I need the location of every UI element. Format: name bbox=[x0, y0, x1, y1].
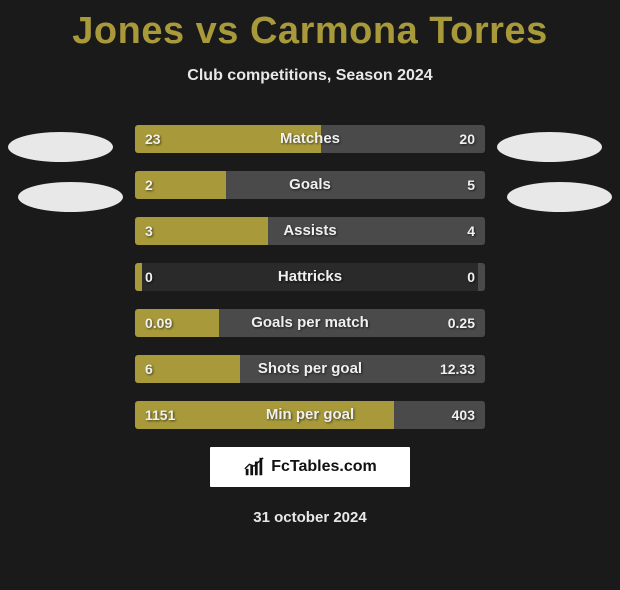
stat-label: Goals bbox=[135, 171, 485, 199]
footer-date: 31 october 2024 bbox=[0, 509, 620, 526]
chart-icon bbox=[243, 456, 265, 478]
stats-comparison: 2320Matches 25Goals 34Assists 00Hattricks 0.… bbox=[135, 125, 485, 429]
subtitle: Club competitions, Season 2024 bbox=[0, 67, 620, 85]
stat-row: 34Assists bbox=[135, 217, 485, 245]
stat-label: Min per goal bbox=[135, 401, 485, 429]
page-title: Jones vs Carmona Torres bbox=[0, 10, 620, 53]
stat-row: 00Hattricks bbox=[135, 263, 485, 291]
avatar-ellipse bbox=[507, 182, 612, 212]
stat-label: Goals per match bbox=[135, 309, 485, 337]
stat-label: Hattricks bbox=[135, 263, 485, 291]
stat-row: 2320Matches bbox=[135, 125, 485, 153]
avatar-ellipse bbox=[8, 132, 113, 162]
avatar-ellipse bbox=[497, 132, 602, 162]
brand-badge: FcTables.com bbox=[210, 447, 410, 487]
stat-label: Assists bbox=[135, 217, 485, 245]
stat-row: 1151403Min per goal bbox=[135, 401, 485, 429]
stat-row: 25Goals bbox=[135, 171, 485, 199]
stat-row: 0.090.25Goals per match bbox=[135, 309, 485, 337]
stat-label: Matches bbox=[135, 125, 485, 153]
avatar-ellipse bbox=[18, 182, 123, 212]
stat-row: 612.33Shots per goal bbox=[135, 355, 485, 383]
brand-text: FcTables.com bbox=[271, 458, 377, 476]
stat-label: Shots per goal bbox=[135, 355, 485, 383]
